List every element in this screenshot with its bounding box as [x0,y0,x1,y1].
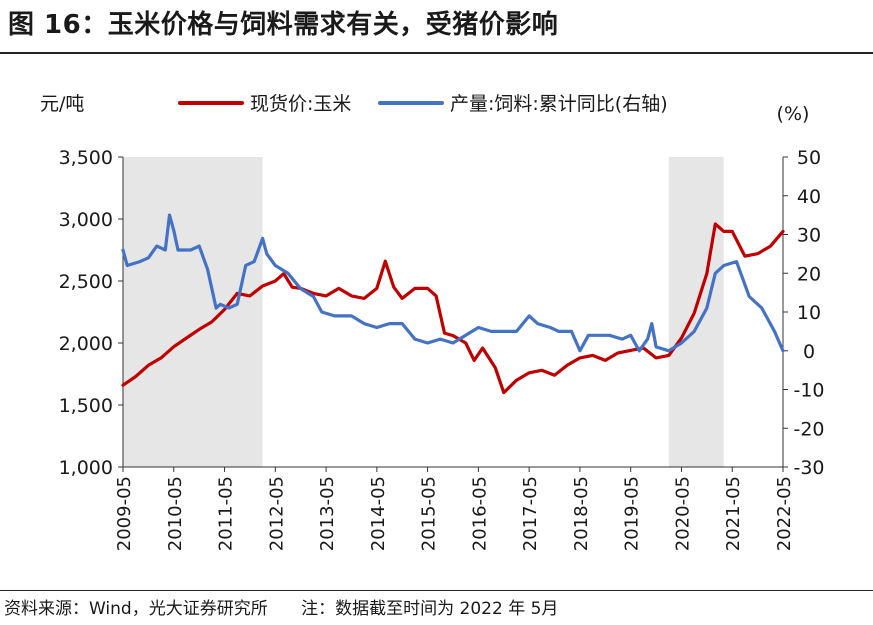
left-tick-label: 2,000 [59,333,113,355]
right-tick-label: 40 [797,186,821,208]
left-tick-label: 3,500 [59,147,113,169]
x-tick-label: 2022-05 [774,476,795,551]
series-line-feed-output [121,213,785,353]
x-tick-label: 2014-05 [368,476,389,551]
chart-title: 图 16：玉米价格与饲料需求有关，受猪价影响 [8,10,559,40]
footer: 资料来源：Wind，光大证券研究所 注：数据截至时间为 2022 年 5月 [4,594,558,619]
footer-rule [0,590,873,591]
legend-label-1: 现货价:玉米 [250,93,351,115]
legend-label-2: 产量:饲料:累计同比(右轴) [450,93,668,115]
x-tick-label: 2012-05 [266,476,287,551]
note-text: 注：数据截至时间为 2022 年 5月 [301,599,559,619]
left-tick-label: 1,000 [59,457,113,479]
series-lines [121,213,785,395]
x-tick-label: 2018-05 [571,476,592,551]
x-tick-label: 2017-05 [520,476,541,551]
right-tick-label: -30 [793,457,824,479]
shaded-period-1 [123,157,263,467]
shaded-period-2 [668,157,724,467]
x-tick-label: 2011-05 [216,476,237,551]
right-tick-label: 50 [797,147,821,169]
shaded-periods [123,157,724,467]
x-tick-label: 2009-05 [114,476,135,551]
right-tick-label: 30 [797,225,821,247]
chart: 1,000 1,500 2,000 2,500 3,000 3,500 -30 -20 -10 0… [40,93,825,551]
x-tick-label: 2021-05 [723,476,744,551]
x-tick-label: 2010-05 [165,476,186,551]
left-axis-unit: 元/吨 [40,93,84,115]
right-tick-label: 10 [797,302,821,324]
legend: 现货价:玉米 产量:饲料:累计同比(右轴) [178,93,668,115]
right-axis-unit: (%) [777,103,810,125]
x-tick-label: 2013-05 [317,476,338,551]
axes: 1,000 1,500 2,000 2,500 3,000 3,500 -30 -20 -10 0… [40,93,825,551]
x-tick-label: 2020-05 [672,476,693,551]
title-rule [0,52,873,54]
x-tick-label: 2016-05 [469,476,490,551]
right-tick-label: 0 [803,341,815,363]
left-tick-label: 1,500 [59,395,113,417]
x-tick-label: 2015-05 [419,476,440,551]
left-tick-label: 3,000 [59,209,113,231]
x-tick-label: 2019-05 [622,476,643,551]
left-tick-label: 2,500 [59,271,113,293]
right-tick-label: 20 [797,263,821,285]
right-tick-label: -20 [793,418,824,440]
right-tick-label: -10 [793,380,824,402]
source-text: 资料来源：Wind，光大证券研究所 [4,599,268,619]
